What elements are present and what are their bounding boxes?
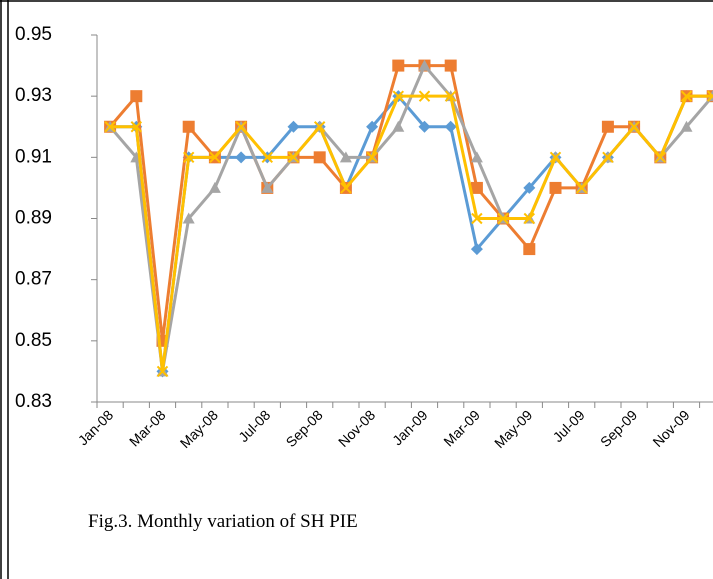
y-tick-label: 0.91 [15, 146, 52, 167]
marker [208, 181, 221, 193]
marker [549, 181, 562, 194]
marker [471, 212, 483, 225]
marker [602, 151, 614, 164]
caption: Fig.3. Monthly variation of SH PIE [88, 511, 358, 532]
x-tick-label: Sep-08 [283, 407, 326, 450]
marker [549, 151, 562, 164]
x-tick-label: Jan-09 [389, 407, 431, 449]
y-tick-label: 0.95 [15, 24, 52, 45]
marker [182, 212, 195, 224]
marker [470, 181, 483, 194]
y-tick-label: 0.89 [15, 208, 52, 229]
x-tick-label: May-08 [177, 407, 221, 451]
x-tick-label: Jan-08 [75, 407, 117, 449]
marker [470, 243, 483, 256]
marker [628, 121, 640, 133]
marker [654, 151, 667, 164]
marker [418, 59, 431, 71]
marker [261, 151, 274, 164]
x-tick-label: Mar-09 [440, 407, 483, 450]
marker [680, 120, 693, 132]
marker [130, 90, 143, 103]
marker [209, 151, 221, 164]
marker [444, 59, 457, 72]
marker [444, 120, 457, 133]
marker [313, 121, 326, 133]
marker [523, 181, 536, 194]
marker [497, 212, 509, 225]
marker [523, 243, 536, 256]
marker [130, 121, 143, 133]
marker [523, 212, 536, 225]
marker [601, 120, 614, 133]
y-tick-label: 0.83 [15, 391, 52, 412]
marker [313, 151, 326, 164]
marker [418, 90, 431, 102]
series-line [110, 94, 713, 373]
marker [104, 121, 116, 133]
marker [444, 90, 457, 102]
marker [392, 120, 405, 132]
marker [235, 151, 248, 164]
marker [575, 182, 588, 194]
y-tick-label: 0.93 [15, 85, 52, 106]
y-tick-label: 0.87 [15, 269, 52, 290]
x-tick-label: Jul-08 [235, 407, 273, 445]
x-tick-label: Nov-08 [335, 407, 378, 450]
marker [366, 151, 378, 164]
marker [235, 121, 247, 133]
marker [680, 90, 693, 102]
marker [392, 90, 405, 102]
marker [340, 182, 352, 194]
x-tick-label: Jul-09 [550, 407, 588, 445]
x-tick-label: Mar-08 [126, 407, 169, 450]
marker [392, 59, 405, 72]
marker [182, 120, 195, 133]
marker [287, 120, 300, 133]
marker [156, 365, 169, 378]
marker [182, 151, 195, 164]
marker [261, 181, 274, 193]
x-tick-label: Nov-09 [649, 407, 692, 450]
marker [287, 151, 300, 164]
y-tick-label: 0.85 [15, 330, 52, 351]
marker [339, 151, 352, 163]
x-tick-label: May-09 [491, 407, 535, 451]
marker [418, 120, 431, 133]
series-line [110, 94, 713, 373]
marker [366, 120, 379, 133]
x-tick-label: Sep-09 [597, 407, 640, 450]
marker [470, 151, 483, 163]
